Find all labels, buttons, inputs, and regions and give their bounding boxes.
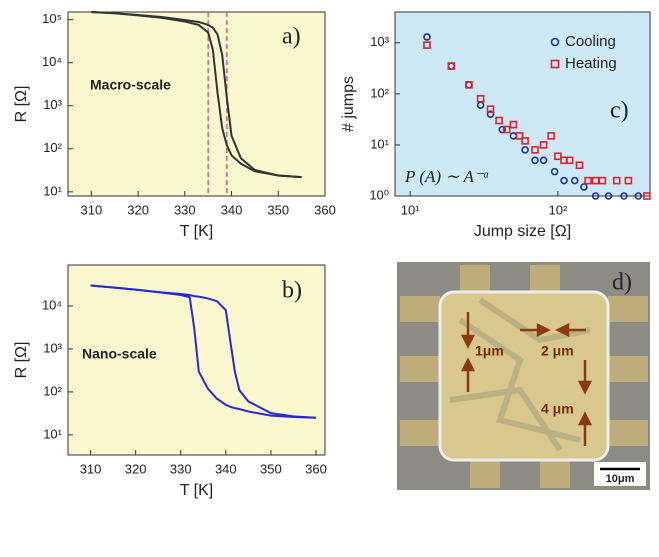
point [495,116,503,125]
annotation: Macro-scale [90,77,171,93]
y-tick-label: 10² [43,140,62,155]
point [539,156,548,165]
panel-label: d) [612,270,632,296]
point [531,156,539,165]
y-tick-label: 10¹ [43,426,62,441]
arrows [460,312,593,446]
point [554,152,562,161]
y-tick-label: 10⁴ [42,297,62,312]
chart: 310 320 330 340 350 360 10¹ 10² 10³ 10⁴ T [K] R [Ω]… [13,264,327,499]
plot-area [394,11,651,197]
y-tick-label: 10² [43,383,62,398]
panel-label: b) [282,278,302,304]
x-tick-label: 320 [125,461,147,476]
scale-bar-box [594,462,646,486]
x-tick-label: 310 [80,461,102,476]
x-tick-label: 10² [549,202,568,217]
device-square [438,290,610,462]
y-tick-label: 10³ [43,97,62,112]
legend-marker [550,59,560,69]
y-tick-label: 10⁴ [42,54,62,69]
point [498,125,507,134]
x-tick-label: 340 [221,202,243,217]
x-axis-title: T [K] [180,482,214,499]
point [423,33,431,41]
point [560,176,568,185]
x-tick-label: 320 [127,202,149,217]
x-tick-label: 10¹ [401,202,420,217]
point [643,192,651,200]
point [550,167,559,176]
legend-label: Heating [565,55,617,72]
x-tick-label: 360 [314,202,336,217]
point [612,176,621,185]
texture [449,297,591,452]
x-tick-label: 330 [170,461,192,476]
point [634,192,643,200]
x-tick-label: 330 [174,202,196,217]
y-tick-label: 10¹ [43,183,62,198]
x-tick-label: 340 [215,461,237,476]
panel-label: a) [282,24,301,50]
line [90,284,317,419]
micrograph: 1μm 2 μm 4 μm 10μm d) [397,262,650,490]
point [515,132,524,140]
annotation: Nano-scale [82,346,157,362]
point [591,192,600,200]
point [521,146,529,154]
y-tick-label: 10⁵ [42,11,62,26]
x-axis-title: T [K] [180,223,214,240]
point [598,176,607,185]
chart: 310 320 330 340 350 360 10¹ 10² 10³ 10⁴ 10⁵ T [K] R … [13,11,336,240]
x-tick-label: 350 [267,202,289,217]
point [502,125,511,134]
annotation: P (A) ∼ A⁻ᵅ [404,167,490,186]
point [465,81,473,89]
y-axis-title: # jumps [340,76,357,132]
x-tick-label: 310 [81,202,103,217]
point [486,110,495,118]
point [447,62,456,70]
point [604,192,613,200]
panel-label: c) [610,98,629,124]
point [476,94,485,103]
point [509,120,518,129]
point [486,105,495,114]
x-axis-title: Jump size [Ω] [474,223,571,240]
point [584,176,592,185]
scale-annotation: 2 μm [541,343,574,359]
electrode-pads [400,265,648,488]
point [575,161,584,170]
y-tick-label: 10³ [370,34,389,49]
y-tick-label: 10² [370,85,389,100]
y-axis-title: R [Ω] [13,342,30,379]
point [423,41,431,49]
point [565,156,574,165]
legend-marker [550,37,560,47]
x-tick-label: 350 [260,461,282,476]
chart: 10¹ 10² 10⁰ 10¹ 10² 10³ Jump size [Ω] # jumps Co… [340,11,651,240]
scale-annotation: 4 μm [541,401,574,417]
point [521,137,529,145]
point [531,146,539,154]
point [539,141,548,149]
y-axis-title: R [Ω] [13,86,30,123]
scale-annotation: 1μm [475,343,504,359]
point [580,183,588,191]
point [570,176,579,185]
point [624,176,633,185]
x-tick-label: 360 [305,461,327,476]
scale-bar-label: 10μm [606,473,635,485]
plot-area [67,11,326,197]
y-tick-label: 10⁰ [369,187,389,202]
point [547,132,555,140]
line [91,11,302,179]
y-tick-label: 10¹ [370,136,389,151]
point [620,192,628,200]
y-tick-label: 10³ [43,340,62,355]
legend-label: Cooling [565,33,616,50]
